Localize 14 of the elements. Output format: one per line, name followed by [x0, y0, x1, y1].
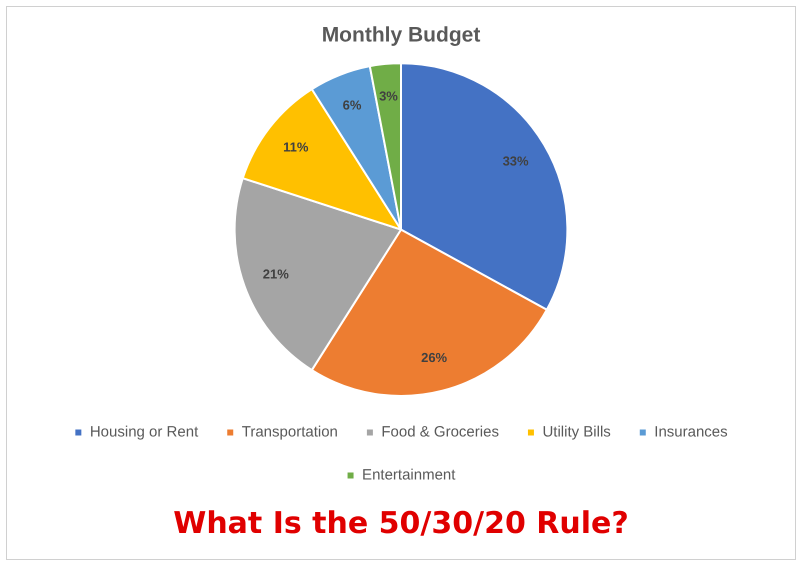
legend-label: Food & Groceries: [381, 424, 499, 441]
chart-title: Monthly Budget: [322, 23, 480, 46]
legend-label: Transportation: [242, 424, 338, 441]
text: What Is the 50/30/20 Rule?: [173, 506, 629, 541]
data-label: 26%: [421, 350, 448, 366]
legend-label: Utility Bills: [542, 424, 611, 441]
legend-label: Housing or Rent: [90, 424, 200, 441]
data-label: 33%: [502, 153, 530, 168]
data-label: 3%: [379, 88, 398, 104]
legend-label: Insurances: [654, 424, 728, 441]
data-label: 6%: [342, 97, 362, 112]
data-label: 11%: [283, 140, 309, 155]
data-label: 21%: [262, 266, 290, 282]
legend-label: Entertainment: [362, 466, 456, 484]
